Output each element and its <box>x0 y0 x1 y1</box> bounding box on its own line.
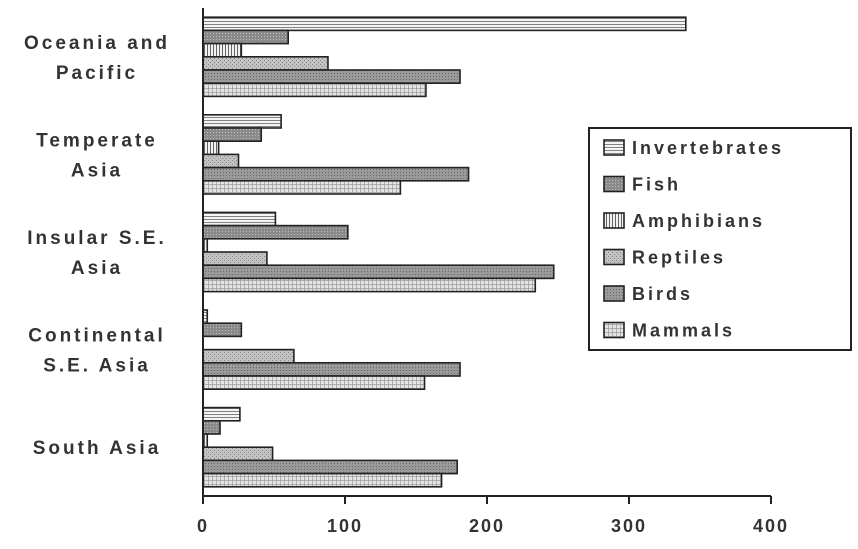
bar-south-asia-birds <box>202 459 458 475</box>
category-label: S.E. Asia <box>43 356 151 377</box>
legend-swatch-amphibians <box>603 212 625 229</box>
category-label: Oceania and <box>24 33 170 54</box>
bar-continental-s-e-asia-mammals <box>202 375 426 390</box>
bar-insular-s-e-asia-reptiles <box>202 251 268 266</box>
bar-oceania-and-pacific-mammals <box>202 82 427 98</box>
category-label: South Asia <box>33 438 162 459</box>
bar-south-asia-fish <box>202 419 221 435</box>
legend-label-invertebrates: Invertebrates <box>632 138 784 158</box>
bar-temperate-asia-fish <box>202 127 263 142</box>
bar-temperate-asia-reptiles <box>202 153 240 169</box>
bar-oceania-and-pacific-amphibians <box>202 42 243 58</box>
bar-south-asia-invertebrates <box>202 406 241 422</box>
x-tick-label: 300 <box>611 516 647 536</box>
bar-oceania-and-pacific-fish <box>202 29 289 45</box>
legend-label-birds: Birds <box>632 284 693 304</box>
bar-insular-s-e-asia-birds <box>202 264 555 280</box>
bar-continental-s-e-asia-reptiles <box>202 348 295 364</box>
bar-temperate-asia-mammals <box>202 180 402 195</box>
bar-oceania-and-pacific-birds <box>202 69 461 84</box>
x-tick-label: 400 <box>753 516 789 536</box>
bar-south-asia-reptiles <box>202 446 274 462</box>
legend-label-mammals: Mammals <box>632 321 735 341</box>
category-label: Asia <box>71 258 123 279</box>
category-label: Continental <box>28 326 166 347</box>
bar-insular-s-e-asia-mammals <box>202 277 537 293</box>
category-label: Pacific <box>56 63 138 84</box>
category-label: Insular S.E. <box>27 228 166 249</box>
category-label: Temperate <box>36 130 158 151</box>
x-tick-label: 0 <box>197 516 209 536</box>
bar-continental-s-e-asia-fish <box>202 322 243 338</box>
bar-insular-s-e-asia-fish <box>202 224 349 240</box>
bar-continental-s-e-asia-birds <box>202 361 461 377</box>
bar-temperate-asia-birds <box>202 166 470 182</box>
legend: Invertebrates Fish Amphibians Reptiles Birds… <box>588 127 852 351</box>
legend-swatch-birds <box>603 285 625 302</box>
legend-label-reptiles: Reptiles <box>632 248 726 268</box>
x-tick-label: 200 <box>469 516 505 536</box>
category-label: Asia <box>71 160 123 181</box>
bar-south-asia-mammals <box>202 472 443 488</box>
category-labels: Oceania and Pacific Temperate Asia Insular S… <box>24 33 170 459</box>
bar-insular-s-e-asia-invertebrates <box>202 211 277 227</box>
bar-temperate-asia-amphibians <box>202 140 220 156</box>
bar-oceania-and-pacific-reptiles <box>202 55 329 71</box>
legend-swatch-mammals <box>603 321 625 339</box>
bar-temperate-asia-invertebrates <box>202 114 282 129</box>
x-tick-label: 100 <box>327 516 363 536</box>
legend-label-fish: Fish <box>632 175 681 195</box>
bar-oceania-and-pacific-invertebrates <box>202 16 687 32</box>
legend-label-amphibians: Amphibians <box>632 211 765 231</box>
legend-box <box>588 127 852 351</box>
x-axis-ticks: 0 100 200 300 400 <box>197 496 789 536</box>
legend-swatch-fish <box>603 175 625 193</box>
legend-swatch-reptiles <box>603 248 625 266</box>
legend-swatch-invertebrates <box>603 139 625 156</box>
